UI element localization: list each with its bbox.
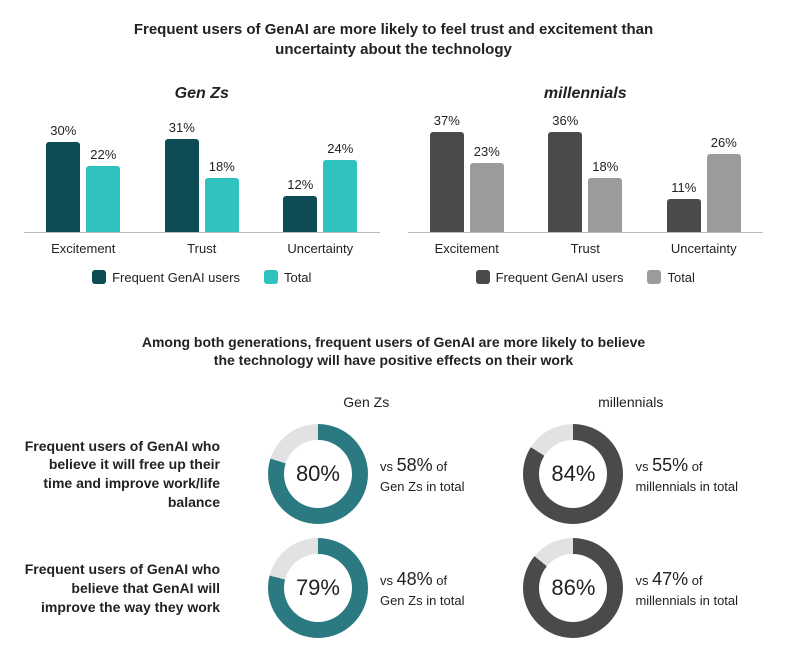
donut-value: 79% [268, 538, 368, 638]
bar-group: 37% 23% [408, 113, 527, 232]
donut-value: 80% [268, 424, 368, 524]
legend-label: Total [667, 270, 694, 285]
bar: 37% [430, 113, 464, 232]
donut-header-millennials: millennials [499, 394, 764, 410]
bar-value-label: 37% [434, 113, 460, 128]
chart-panel: millennials37%23%36%18%11%26%ExcitementT… [408, 85, 764, 285]
bar: 18% [205, 113, 239, 232]
bar-value-label: 31% [169, 120, 195, 135]
bar: 31% [165, 113, 199, 232]
legend-item: Frequent GenAI users [92, 270, 240, 285]
donut-row: Frequent users of GenAI who believe that… [24, 538, 763, 638]
bar: 36% [548, 113, 582, 232]
bar-value-label: 11% [671, 180, 696, 195]
donut-compare-text: vs 48% ofGen Zs in total [380, 567, 465, 609]
bar-group: 31% 18% [143, 113, 262, 232]
bar: 23% [470, 113, 504, 232]
donut-header-row: Gen Zs millennials [24, 394, 763, 410]
section2-title: Among both generations, frequent users o… [134, 333, 654, 371]
section1-title: Frequent users of GenAI are more likely … [134, 20, 654, 61]
donut-rows: Frequent users of GenAI who believe it w… [24, 424, 763, 638]
bar-value-label: 12% [287, 177, 313, 192]
bar: 11% [667, 113, 701, 232]
legend-item: Total [264, 270, 311, 285]
legend: Frequent GenAI users Total [24, 270, 380, 285]
bar-value-label: 18% [209, 159, 235, 174]
bar: 24% [323, 113, 357, 232]
legend-item: Total [647, 270, 694, 285]
donut-cell: 79% vs 48% ofGen Zs in total [234, 538, 499, 638]
chart-panel: Gen Zs 30% 22% 31% 18% 12% 24% ExcitementTrustU… [24, 85, 380, 285]
donut-cell: 84% vs 55% ofmillennials in total [499, 424, 764, 524]
legend-label: Frequent GenAI users [496, 270, 624, 285]
bar: 22% [86, 113, 120, 232]
legend-item: Frequent GenAI users [476, 270, 624, 285]
category-label: Trust [143, 241, 262, 256]
donut-value: 84% [523, 424, 623, 524]
category-label: Trust [526, 241, 645, 256]
legend-label: Frequent GenAI users [112, 270, 240, 285]
legend-swatch [647, 270, 661, 284]
category-label: Excitement [24, 241, 143, 256]
donut-row-label: Frequent users of GenAI who believe it w… [24, 437, 234, 513]
bar: 18% [588, 113, 622, 232]
legend-swatch [264, 270, 278, 284]
donut-chart: 84% [523, 424, 623, 524]
legend-swatch [476, 270, 490, 284]
donut-chart: 86% [523, 538, 623, 638]
donut-compare-text: vs 55% ofmillennials in total [635, 453, 738, 495]
bar-group: 36% 18% [526, 113, 645, 232]
bar: 26% [707, 113, 741, 232]
donut-row-label: Frequent users of GenAI who believe that… [24, 560, 234, 617]
bar-value-label: 30% [50, 123, 76, 138]
category-label: Uncertainty [645, 241, 764, 256]
donut-chart: 79% [268, 538, 368, 638]
legend: Frequent GenAI users Total [408, 270, 764, 285]
donut-header-genz: Gen Zs [234, 394, 499, 410]
bar: 30% [46, 113, 80, 232]
donut-compare-text: vs 58% ofGen Zs in total [380, 453, 465, 495]
bar-charts-row: Gen Zs30%22%31%18%12%24%ExcitementTrustU… [24, 85, 763, 285]
bar-value-label: 23% [474, 144, 500, 159]
bar-value-label: 36% [552, 113, 578, 128]
bar-group: 12% 24% [261, 113, 380, 232]
bar-value-label: 22% [90, 147, 116, 162]
category-label: Uncertainty [261, 241, 380, 256]
bar-value-label: 26% [711, 135, 737, 150]
donut-value: 86% [523, 538, 623, 638]
donut-chart: 80% [268, 424, 368, 524]
bar-group: 30% 22% [24, 113, 143, 232]
category-label: Excitement [408, 241, 527, 256]
legend-label: Total [284, 270, 311, 285]
bar-group: 11% 26% [645, 113, 764, 232]
donut-cell: 86% vs 47% ofmillennials in total [499, 538, 764, 638]
donut-compare-text: vs 47% ofmillennials in total [635, 567, 738, 609]
panel-label: millennials [408, 85, 764, 103]
donut-cell: 80% vs 58% ofGen Zs in total [234, 424, 499, 524]
bar-value-label: 24% [327, 141, 353, 156]
bar-value-label: 18% [592, 159, 618, 174]
bar: 12% [283, 113, 317, 232]
legend-swatch [92, 270, 106, 284]
panel-label: Gen Zs [24, 85, 380, 103]
donut-row: Frequent users of GenAI who believe it w… [24, 424, 763, 524]
